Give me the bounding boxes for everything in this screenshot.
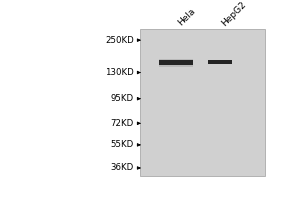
Text: HepG2: HepG2 — [220, 0, 248, 28]
Text: 130KD: 130KD — [105, 68, 134, 77]
Bar — [208, 60, 232, 64]
Text: Hela: Hela — [176, 7, 197, 28]
Bar — [140, 29, 266, 176]
Text: 55KD: 55KD — [111, 140, 134, 149]
Text: 72KD: 72KD — [111, 119, 134, 128]
Text: 95KD: 95KD — [111, 94, 134, 103]
Text: 36KD: 36KD — [111, 163, 134, 172]
Text: 250KD: 250KD — [105, 36, 134, 45]
Bar — [159, 60, 193, 65]
Bar — [159, 59, 193, 67]
